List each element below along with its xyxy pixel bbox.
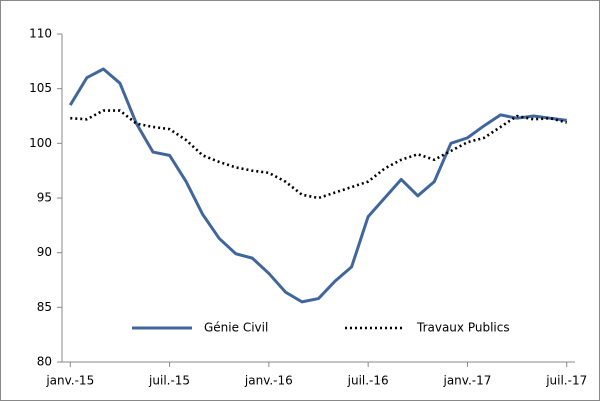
series-line — [70, 109, 568, 200]
legend-label: Génie Civil — [204, 321, 268, 335]
y-tick-label: 80 — [37, 355, 52, 369]
y-tick-label: 100 — [29, 136, 52, 150]
y-tick-label: 95 — [37, 191, 52, 205]
y-tick-label: 85 — [37, 300, 52, 314]
x-tick-label: juil.-15 — [148, 374, 190, 388]
y-tick-label: 105 — [29, 81, 52, 95]
x-tick-label: juil.-17 — [545, 374, 587, 388]
series-line — [68, 67, 567, 304]
x-tick-label: juil.-16 — [347, 374, 389, 388]
x-tick-label: janv.-16 — [244, 374, 293, 388]
legend-label: Travaux Publics — [416, 321, 510, 335]
y-tick-label: 110 — [29, 27, 52, 41]
x-tick-label: janv.-15 — [45, 374, 94, 388]
x-tick-label: janv.-17 — [442, 374, 491, 388]
y-tick-label: 90 — [37, 245, 52, 259]
